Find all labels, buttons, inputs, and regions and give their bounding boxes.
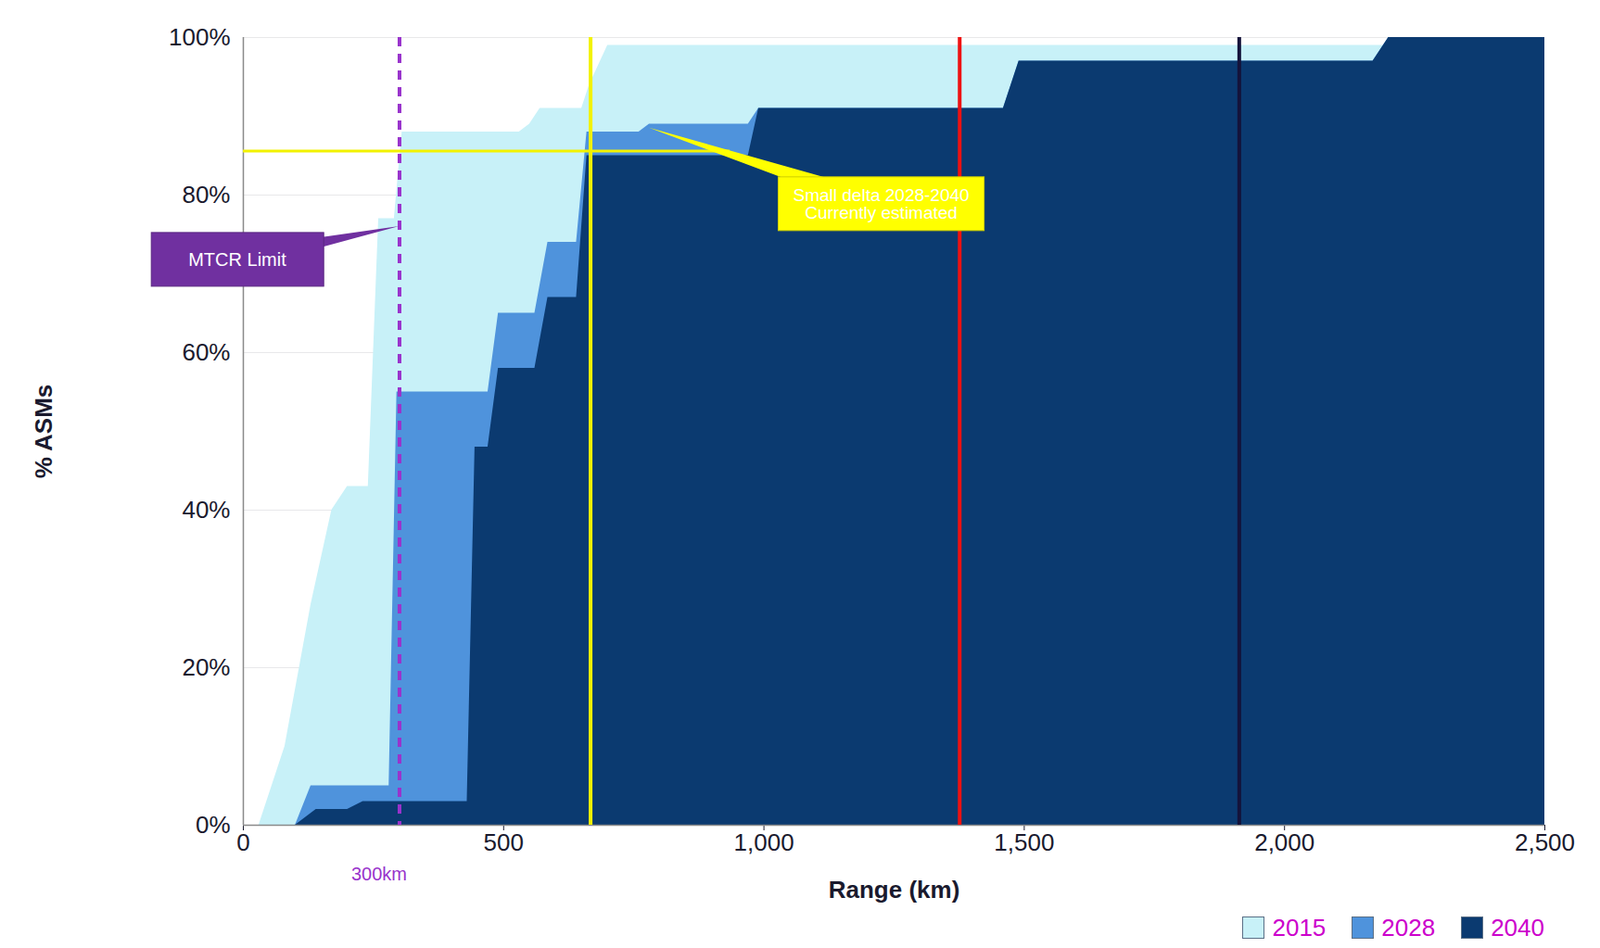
svg-text:60%: 60% bbox=[181, 338, 230, 367]
svg-text:0: 0 bbox=[236, 828, 250, 857]
svg-text:80%: 80% bbox=[181, 180, 230, 209]
svg-text:2,500: 2,500 bbox=[1514, 828, 1575, 857]
svg-text:300km: 300km bbox=[351, 863, 407, 885]
svg-text:MTCR Limit: MTCR Limit bbox=[188, 249, 287, 270]
svg-text:2,000: 2,000 bbox=[1254, 828, 1315, 857]
html-text:2015: 2015 bbox=[1272, 913, 1326, 942]
svg-text:Small delta 2028-2040Currently: Small delta 2028-2040Currently estimated bbox=[792, 185, 969, 223]
svg-text:500: 500 bbox=[483, 828, 524, 857]
html-text:2028: 2028 bbox=[1381, 913, 1436, 942]
svg-text:0%: 0% bbox=[195, 811, 231, 839]
svg-text:1,500: 1,500 bbox=[993, 828, 1054, 857]
svg-text:1,000: 1,000 bbox=[734, 828, 795, 857]
html-text:2040: 2040 bbox=[1490, 913, 1545, 942]
svg-text:100%: 100% bbox=[168, 23, 231, 51]
svg-text:% ASMs: % ASMs bbox=[29, 384, 58, 480]
svg-text:Range (km): Range (km) bbox=[828, 876, 961, 904]
svg-text:40%: 40% bbox=[181, 495, 230, 524]
svg-text:20%: 20% bbox=[181, 653, 230, 682]
